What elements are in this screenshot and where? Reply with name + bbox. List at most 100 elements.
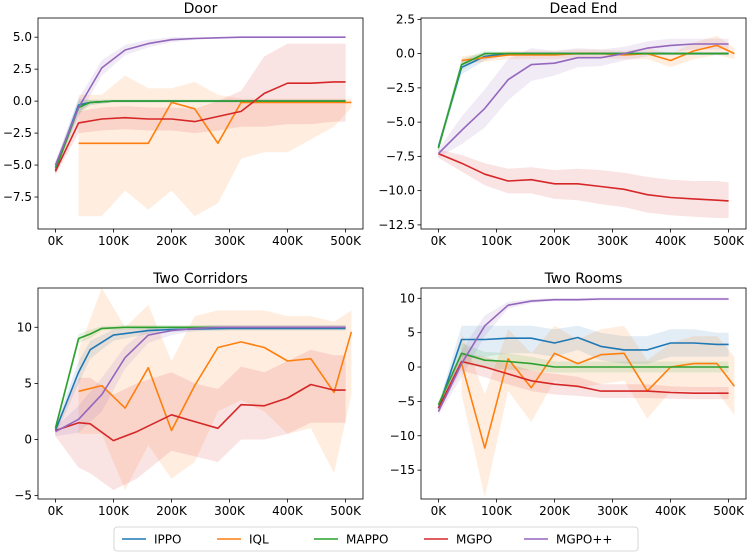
y-tick-label: −10 (390, 429, 415, 443)
band-iql (78, 288, 352, 490)
chart-title: Two Rooms (544, 271, 623, 287)
x-tick-label: 300K (214, 504, 246, 518)
x-tick-label: 400K (655, 504, 687, 518)
band-iql (78, 75, 352, 217)
plot-area (437, 297, 736, 498)
line-ippo (437, 336, 729, 409)
band-ippo (55, 98, 346, 172)
x-tick-label: 400K (272, 504, 304, 518)
y-tick-label: 2.5 (13, 62, 32, 76)
y-tick-label: 0.0 (13, 94, 32, 108)
x-tick-label: 0K (48, 504, 65, 518)
y-tick-label: −7.5 (386, 149, 415, 163)
line-mgpo (437, 360, 729, 409)
x-tick-label: 100K (481, 234, 513, 248)
legend-item: IQL (217, 533, 269, 547)
legend-label: MAPPO (346, 533, 388, 547)
x-tick-label: 0K (48, 234, 65, 248)
y-tick-label: −12.5 (378, 218, 415, 232)
legend-label: MGPO++ (556, 533, 612, 547)
y-tick-label: 0.0 (396, 47, 415, 61)
axes-frame (37, 287, 364, 500)
x-tick-label: 200K (156, 504, 188, 518)
chart-title: Dead End (550, 1, 618, 17)
x-tick-label: 0K (431, 504, 448, 518)
legend-item: MGPO++ (524, 533, 612, 547)
line-mgpo (438, 152, 729, 202)
x-tick-label: 200K (156, 234, 188, 248)
x-tick-label: 200K (539, 504, 571, 518)
band-mgpopp (55, 325, 346, 437)
band-mappo (55, 99, 346, 174)
band-mgpopp (438, 38, 729, 158)
x-tick-label: 100K (98, 234, 130, 248)
band-mgpo (438, 353, 729, 412)
subplot-2: 0K 100K 200K 300K 400K 500K −12.5 −10.0 −7.5 −5.0… (378, 1, 747, 248)
subplot-3: 0K 100K 200K 300K 400K 500K −5 0 5 10 Two Corridor… (14, 271, 364, 518)
y-tick-label: 0 (407, 360, 415, 374)
x-tick-label: 500K (330, 234, 362, 248)
y-tick-label: 5 (407, 326, 415, 340)
legend-label: MGPO (456, 533, 492, 547)
legend-label: IPPO (154, 533, 181, 547)
y-tick-label: 10 (17, 320, 32, 334)
line-mgpopp (437, 298, 729, 413)
y-tick-label: −5.0 (3, 158, 32, 172)
x-tick-label: 500K (713, 234, 745, 248)
x-tick-label: 500K (713, 504, 745, 518)
legend-item: MGPO (424, 533, 492, 547)
y-tick-label: 10 (400, 291, 415, 305)
line-ippo (54, 327, 346, 431)
y-tick-label: 5 (24, 376, 32, 390)
line-mappo (437, 352, 729, 406)
x-tick-label: 400K (272, 234, 304, 248)
y-tick-label: −10.0 (378, 184, 415, 198)
y-tick-label: 2.5 (396, 12, 415, 26)
x-tick-label: 300K (214, 234, 246, 248)
legend-frame (113, 526, 639, 552)
x-tick-label: 200K (539, 234, 571, 248)
x-tick-label: 100K (481, 504, 513, 518)
line-mgpopp (54, 36, 346, 166)
x-tick-label: 500K (330, 504, 362, 518)
x-tick-label: 300K (597, 504, 629, 518)
line-mgpopp (55, 326, 346, 433)
y-tick-label: 5.0 (13, 30, 32, 44)
plot-area (54, 36, 352, 217)
band-mappo (438, 343, 729, 409)
y-tick-label: −5 (397, 394, 415, 408)
axes-frame (420, 287, 747, 500)
subplot-1: 0K 100K 200K 300K 400K 500K −7.5 −5.0 −2.5 0.0 2.5… (3, 1, 364, 248)
legend-label: IQL (249, 533, 269, 547)
line-mgpo (54, 81, 346, 172)
x-tick-label: 400K (655, 234, 687, 248)
chart-title: Two Corridors (152, 271, 248, 287)
y-tick-label: −5.0 (386, 115, 415, 129)
axes-frame (37, 17, 364, 230)
y-tick-label: 0 (24, 433, 32, 447)
y-tick-label: −5 (14, 489, 32, 503)
y-tick-label: −7.5 (3, 190, 32, 204)
line-iql (78, 331, 353, 432)
band-mgpo (55, 43, 346, 176)
band-mgpo (55, 349, 346, 490)
line-mappo (437, 52, 729, 149)
x-tick-label: 300K (597, 234, 629, 248)
legend-item: MAPPO (314, 533, 388, 547)
line-mgpo (55, 383, 346, 442)
plot-area (437, 35, 735, 218)
line-iql (78, 101, 352, 145)
legend-item: IPPO (122, 533, 181, 547)
axes-frame (420, 17, 747, 230)
chart-title: Door (184, 1, 218, 17)
band-iql (461, 325, 735, 498)
y-tick-label: −2.5 (386, 81, 415, 95)
subplot-4: 0K 100K 200K 300K 400K 500K −15 −10 −5 0 5 10 Two Ro… (390, 271, 747, 518)
plot-area (54, 288, 353, 490)
x-tick-label: 100K (98, 504, 130, 518)
line-mgpopp (437, 43, 729, 155)
line-mappo (54, 100, 346, 171)
line-iql (460, 352, 736, 449)
x-tick-label: 0K (431, 234, 448, 248)
